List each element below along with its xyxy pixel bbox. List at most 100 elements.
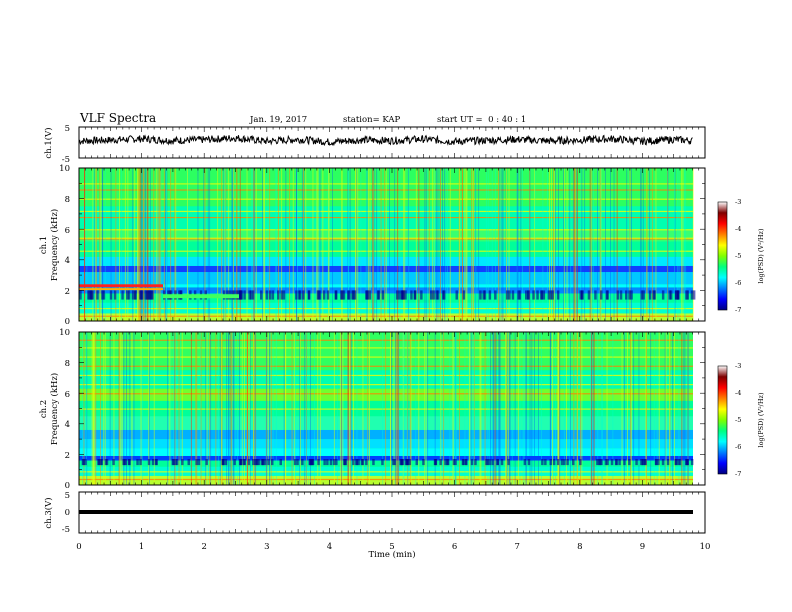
spectrogram-streak [91,332,93,485]
spectrogram-streak [123,332,125,485]
spectrogram-dark [148,290,152,300]
ch1-waveform-panel: 5 -5 ch.1(V) [43,124,706,165]
ch1-spectrogram-ylabel: Frequency (kHz) [49,209,60,281]
spectrogram-streak [239,332,240,485]
spectrogram-streak [248,332,250,485]
spectrogram-dark [410,290,413,300]
spectrogram-dark [579,458,582,466]
spectrogram-streak [684,168,685,321]
spectrogram-streak [230,332,232,485]
spectrogram-dark [261,458,265,466]
spectrogram-dark [678,458,682,466]
spectrogram-dark [308,458,311,466]
spectrogram-streak [664,332,666,485]
spectrogram-streak [147,168,149,321]
spectrogram-streak [362,332,364,485]
spectrogram-streak [682,168,684,321]
spectrogram-streak [237,332,238,485]
spectrogram-dark [361,458,365,466]
spectrogram-dark [334,290,338,300]
spectrogram-dark [102,290,106,300]
spectrogram-streak [204,168,206,321]
spectrogram-dark [195,458,198,466]
spectrogram-streak [103,332,105,485]
spectrogram-dark [242,458,246,466]
spectrogram-streak [142,168,144,321]
spectrogram-streak [341,332,343,485]
spectrogram-streak [459,168,461,321]
spectrogram-streak [254,332,256,485]
spectrogram-dark [293,458,297,466]
spectrogram-dark [123,458,126,466]
spectrogram-streak [519,332,521,485]
spectrogram-streak [631,168,632,321]
spectrogram-streak [653,332,655,485]
spectrogram-dark [146,290,150,300]
spectrogram-dark [479,290,482,300]
spectrogram-dark [81,458,85,466]
spectrogram-streak [228,332,229,485]
spectrogram-dark [88,290,91,300]
ch2-cbtick-m7: -7 [735,470,741,478]
spectrogram-streak [563,168,565,321]
spectrogram-streak [86,168,88,321]
ch1-spectrogram-panel: 0 2 4 6 8 10 ch.1 Frequency (kHz) [39,164,706,327]
spectrogram-dark [628,290,631,300]
ch1-colorbar: -3 -4 -5 -6 -7 log(PSD) (V²/Hz) [717,198,765,314]
spectrogram-streak [410,332,412,485]
spectrogram-streak [645,332,647,485]
spectrogram-dark [523,458,527,466]
spectrogram-streak [534,332,535,485]
spectrogram-streak [628,168,630,321]
spectrogram-streak [435,168,437,321]
spectrogram-streak [554,168,556,321]
spectrogram-dark [540,290,544,300]
spectrogram-streak [275,332,277,485]
spectrogram-streak [494,332,496,485]
spectrogram-dark [309,458,313,466]
time-tick-label: 0 [76,542,81,552]
spectrogram-dark [84,458,87,466]
spectrogram-streak [272,332,274,485]
spectrogram-streak [157,168,159,321]
spectrogram-streak [455,332,457,485]
ch1-ytick-bottom: -5 [62,155,70,165]
spectrogram-streak [84,168,85,321]
spectrogram-dark [614,458,618,466]
spectrogram-streak [92,168,94,321]
spectrogram-streak [356,332,358,485]
spectrogram-streak [350,332,351,485]
spectrogram-dark [151,458,155,466]
spectrogram-streak [303,168,305,321]
spectrogram-dark [400,290,404,300]
spectrogram-streak [223,168,225,321]
spectrogram-streak [445,168,447,321]
spectrogram-dark [668,290,672,300]
spectrogram-dark [251,290,255,300]
spectrogram-dark [249,290,253,300]
spectrogram-streak [181,332,183,485]
spectrogram-streak [402,332,404,485]
ch2-colorbar-bar [717,365,728,475]
spectrogram-streak [552,332,553,485]
station-label: station= KAP [343,115,401,125]
spectrogram-streak [349,332,350,485]
spectrogram-streak [159,168,160,321]
spectrogram-dark [393,458,397,466]
spectrogram-streak [424,332,426,485]
spectrogram-dark [366,290,369,300]
ch3-ytick-mid: 0 [65,508,70,518]
spectrogram-streak [538,332,539,485]
spectrogram-dark [368,290,372,300]
spectrogram-streak [217,168,219,321]
spectrogram-streak [669,332,671,485]
spectrogram-streak [146,168,148,321]
spectrogram-streak [558,332,560,485]
spectrogram-streak [144,168,146,321]
spectrogram-streak [516,168,518,321]
time-tick-label: 8 [577,542,582,552]
spectrogram-dark [311,458,315,466]
spectrogram-streak [249,332,251,485]
spectrogram-streak [464,332,466,485]
spectrogram-streak [428,168,430,321]
